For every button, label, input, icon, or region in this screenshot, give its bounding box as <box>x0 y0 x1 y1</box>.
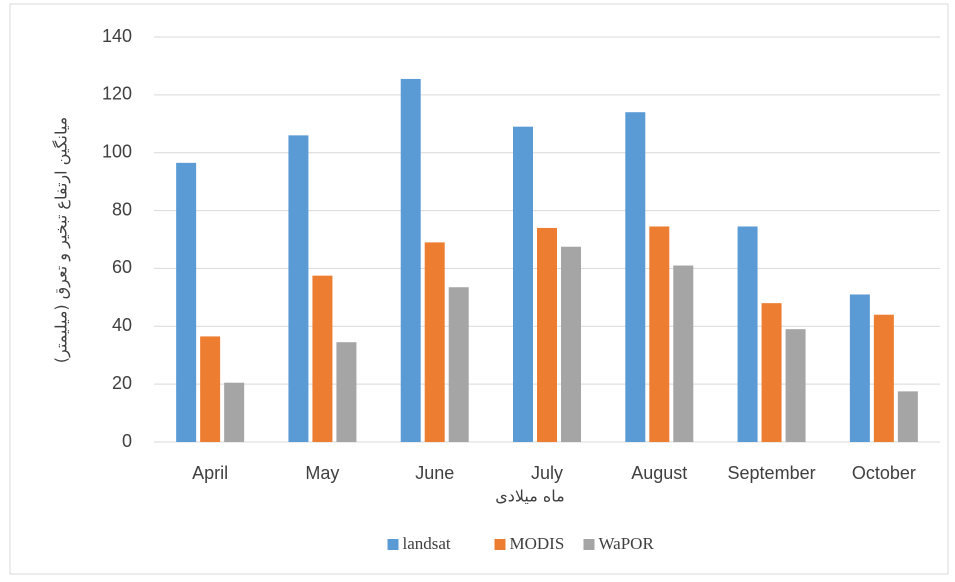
bar <box>400 78 421 443</box>
bar <box>288 135 309 442</box>
bar <box>176 162 197 442</box>
bar <box>785 329 806 442</box>
legend-swatch <box>494 539 506 550</box>
x-tick-label: October <box>852 463 916 483</box>
y-tick-label: 20 <box>112 373 132 393</box>
y-tick-label: 60 <box>112 257 132 277</box>
bar <box>761 303 782 442</box>
bar <box>513 126 533 442</box>
legend-swatch <box>583 539 595 550</box>
x-tick-label: August <box>631 463 687 483</box>
y-axis-title: میانگین ارتفاع تبخیر و تعرق (میلیمتر) <box>52 117 72 363</box>
bar <box>897 391 918 442</box>
bar <box>561 246 581 442</box>
bar <box>224 382 245 442</box>
bar <box>873 314 894 442</box>
bar <box>336 342 357 442</box>
x-tick-label: May <box>305 463 339 483</box>
y-tick-label: 100 <box>102 141 132 161</box>
bar <box>537 227 557 442</box>
x-tick-label: June <box>415 463 454 483</box>
bar <box>200 336 221 442</box>
legend-label: landsat <box>403 534 451 553</box>
bar <box>448 287 469 442</box>
x-tick-label: September <box>728 463 816 483</box>
chart-frame <box>9 3 949 575</box>
legend-label: MODIS <box>510 534 565 553</box>
bar <box>849 294 870 442</box>
bar <box>737 226 758 442</box>
y-tick-label: 140 <box>102 26 132 46</box>
y-tick-label: 40 <box>112 315 132 335</box>
x-axis-title: ماه میلادی <box>495 487 565 506</box>
bar <box>424 242 445 442</box>
legend-swatch <box>387 539 399 550</box>
bar <box>649 226 670 442</box>
y-tick-label: 80 <box>112 199 132 219</box>
legend-label: WaPOR <box>599 534 655 553</box>
y-tick-label: 0 <box>122 431 132 451</box>
bar <box>673 265 694 442</box>
bar <box>312 275 333 442</box>
bar <box>625 112 646 442</box>
x-tick-label: April <box>192 463 228 483</box>
x-tick-label: July <box>531 463 563 483</box>
y-tick-label: 120 <box>102 84 132 104</box>
